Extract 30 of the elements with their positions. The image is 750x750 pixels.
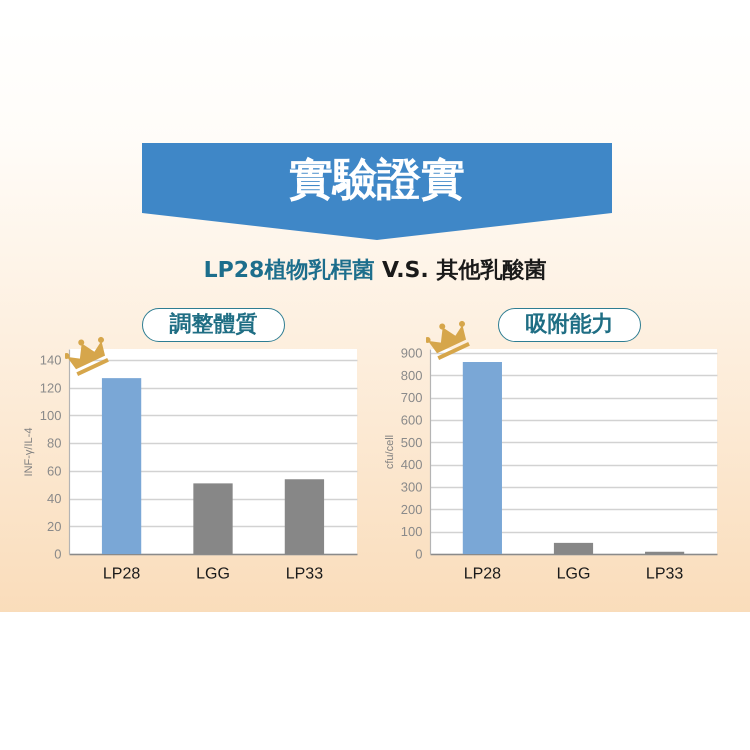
y-tick-label: 20 xyxy=(47,518,62,534)
y-axis-title: INF-γ/IL-4 xyxy=(22,428,35,476)
y-tick-label: 600 xyxy=(400,412,422,428)
y-tick-label: 100 xyxy=(400,524,422,540)
y-tick-label: 100 xyxy=(40,408,62,423)
y-tick-label: 0 xyxy=(54,546,62,562)
y-tick-label: 300 xyxy=(400,480,422,495)
y-tick-label: 900 xyxy=(400,346,422,361)
y-tick-label: 80 xyxy=(47,436,62,451)
x-tick-label: LGG xyxy=(196,566,230,582)
x-tick-label: LP33 xyxy=(286,566,324,582)
y-axis-title: cfu/cell xyxy=(384,434,396,470)
y-tick-label: 0 xyxy=(415,546,422,562)
y-tick-label: 700 xyxy=(400,390,422,406)
y-tick-label: 40 xyxy=(47,491,62,506)
x-tick-label: LGG xyxy=(556,566,590,582)
bar xyxy=(462,362,502,554)
x-tick-label: LP28 xyxy=(464,566,502,582)
y-tick-label: 140 xyxy=(40,352,62,368)
x-tick-label: LP28 xyxy=(102,566,140,582)
x-tick-label: LP33 xyxy=(646,566,684,582)
y-tick-label: 400 xyxy=(400,457,422,472)
y-tick-label: 800 xyxy=(400,368,422,383)
y-tick-label: 60 xyxy=(47,463,62,478)
bar xyxy=(102,378,142,554)
y-tick-label: 500 xyxy=(400,434,422,450)
text: LP28植物乳桿菌 V.S. 其他乳酸菌 xyxy=(204,258,546,283)
text: 實驗證實 xyxy=(288,153,466,207)
y-tick-label: 120 xyxy=(40,380,62,396)
y-tick-label: 200 xyxy=(400,502,422,517)
